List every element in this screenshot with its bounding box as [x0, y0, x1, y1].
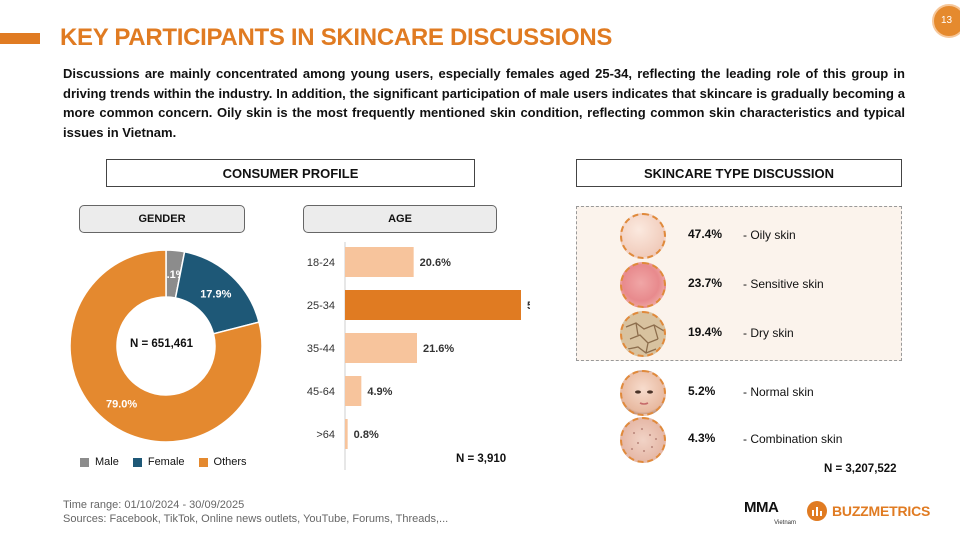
age-category-label: >64 — [316, 429, 335, 441]
legend-others-swatch — [198, 457, 208, 467]
age-bar-18-24 — [345, 247, 414, 277]
face-sketch — [635, 390, 653, 405]
skin-type-label: - Normal skin — [743, 385, 814, 399]
gender-n-label: N = 651,461 — [130, 338, 193, 350]
legend-male-label: Male — [95, 456, 119, 468]
consumer-profile-header: CONSUMER PROFILE — [106, 159, 475, 187]
donut-label-others: 79.0% — [106, 398, 137, 410]
skin-type-pct: 4.3% — [688, 431, 716, 445]
gender-donut-chart: 3.1%17.9%79.0% — [69, 250, 263, 442]
footer-notes: Time range: 01/10/2024 - 30/09/2025 Sour… — [63, 498, 448, 526]
donut-label-female: 17.9% — [200, 288, 231, 300]
age-bar-chart: 18-24 20.6% 25-34 52.8% 35-44 21.6% 45-64 4.9% >… — [307, 242, 530, 470]
page-title: KEY PARTICIPANTS IN SKINCARE DISCUSSIONS — [60, 24, 613, 51]
skin-type-label: - Combination skin — [743, 432, 843, 446]
time-range: Time range: 01/10/2024 - 30/09/2025 — [63, 499, 245, 511]
buzzmetrics-logo: BUZZMETRICS — [806, 500, 930, 522]
oily-skin-icon — [620, 213, 666, 259]
mma-logo-text: MMA — [744, 499, 779, 516]
buzzmetrics-logo-text: BUZZMETRICS — [832, 503, 931, 519]
dry-skin-icon — [620, 311, 666, 357]
age-value-label: 20.6% — [420, 257, 451, 269]
age-category-label: 35-44 — [307, 343, 335, 355]
skin-type-label: - Dry skin — [743, 326, 794, 340]
skin-type-row: 5.2% - Normal skin — [620, 370, 910, 416]
skin-type-label: - Sensitive skin — [743, 277, 824, 291]
skin-type-label: - Oily skin — [743, 228, 796, 242]
legend-female: Female — [132, 456, 185, 468]
age-value-label: 4.9% — [367, 386, 392, 398]
age-n-label: N = 3,910 — [456, 453, 507, 465]
age-bar-gt64 — [345, 419, 348, 449]
skin-type-row: 4.3% - Combination skin — [620, 417, 910, 463]
sources: Sources: Facebook, TikTok, Online news o… — [63, 513, 449, 525]
age-bar-45-64 — [345, 376, 362, 406]
skin-type-row: 47.4% - Oily skin — [620, 213, 910, 259]
mma-logo: MMA Vietnam — [744, 500, 796, 530]
page-number: 13 — [941, 15, 953, 26]
skin-type-pct: 23.7% — [688, 276, 723, 290]
legend-male-swatch — [80, 457, 89, 467]
skin-type-row: 23.7% - Sensitive skin — [620, 262, 910, 308]
title-accent-bar — [0, 33, 40, 44]
sensitive-skin-icon — [620, 262, 666, 308]
skin-type-pct: 5.2% — [688, 384, 716, 398]
legend-female-label: Female — [147, 456, 185, 468]
age-value-label: 52.8% — [527, 300, 530, 312]
age-category-label: 25-34 — [307, 300, 335, 312]
buzzmetrics-logo-icon — [807, 501, 827, 521]
skin-type-pct: 19.4% — [688, 325, 723, 339]
page-number-badge: 13 — [932, 4, 960, 38]
age-category-label: 45-64 — [307, 386, 335, 398]
skin-type-row: 19.4% - Dry skin — [620, 311, 910, 357]
age-value-label: 21.6% — [423, 343, 454, 355]
gender-legend: Male Female Others — [80, 456, 247, 468]
intro-paragraph: Discussions are mainly concentrated amon… — [63, 66, 905, 140]
mma-logo-sub: Vietnam — [774, 520, 796, 526]
age-pill: AGE — [303, 205, 497, 233]
legend-others: Others — [198, 456, 247, 468]
age-value-label: 0.8% — [354, 429, 379, 441]
age-bar-25-34 — [345, 290, 521, 320]
skincare-type-header: SKINCARE TYPE DISCUSSION — [576, 159, 902, 187]
legend-others-label: Others — [213, 456, 247, 468]
normal-skin-icon — [620, 370, 666, 416]
donut-slice-others — [69, 250, 263, 442]
legend-male: Male — [80, 456, 119, 468]
legend-female-swatch — [132, 457, 142, 467]
skin-type-pct: 47.4% — [688, 227, 723, 241]
age-bar-35-44 — [345, 333, 417, 363]
combination-skin-icon — [620, 417, 666, 463]
gender-pill: GENDER — [79, 205, 245, 233]
dry-crack-pattern — [625, 322, 664, 354]
skin-n-label: N = 3,207,522 — [824, 463, 897, 475]
age-category-label: 18-24 — [307, 257, 335, 269]
pores-pattern — [631, 428, 657, 452]
